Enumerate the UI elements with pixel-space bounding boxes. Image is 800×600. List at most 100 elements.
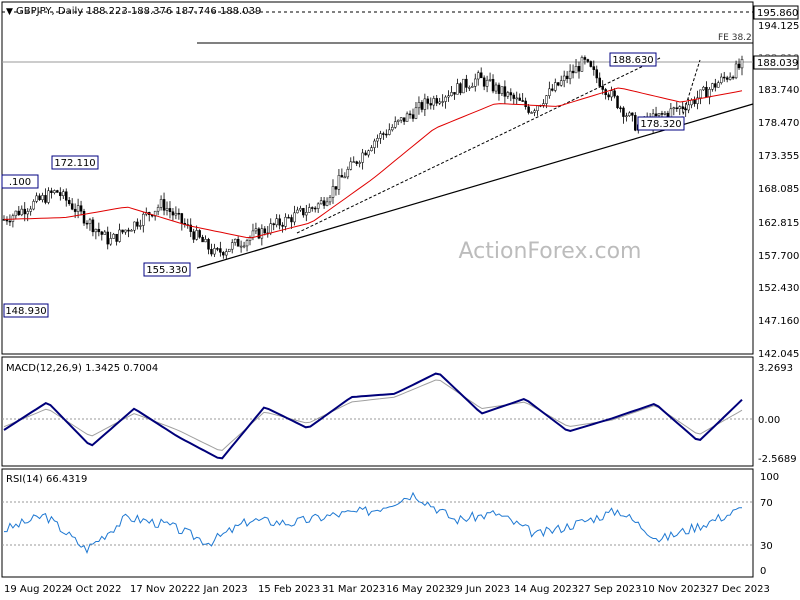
candle-body <box>76 205 80 212</box>
svg-text:148.930: 148.930 <box>5 306 46 317</box>
candle-body <box>376 138 379 142</box>
y-tick: 183.740 <box>758 85 799 96</box>
candle-body <box>622 107 625 117</box>
candle-body <box>634 115 637 131</box>
candle-body <box>518 97 521 101</box>
y-tick: 178.470 <box>758 118 799 129</box>
candle-body <box>441 101 444 103</box>
candle-body <box>435 98 438 104</box>
rsi-y-tick: 100 <box>760 472 779 483</box>
candle-body <box>228 248 231 252</box>
candle-body <box>64 191 68 201</box>
candle-body <box>476 72 480 80</box>
candle-body <box>370 147 373 152</box>
candle-body <box>479 72 483 79</box>
x-tick: 2 Jan 2023 <box>194 584 248 595</box>
candle-body <box>207 239 210 250</box>
candle-body <box>577 66 581 72</box>
candle-body <box>70 203 74 210</box>
candle-body <box>162 199 166 211</box>
x-tick: 4 Oct 2022 <box>66 584 121 595</box>
candle-body <box>396 119 400 122</box>
candle-body <box>278 218 281 226</box>
candle-body <box>657 113 661 116</box>
candle-body <box>462 78 465 94</box>
y-tick: 194.125 <box>758 21 799 32</box>
candle-body <box>675 107 679 110</box>
x-tick: 29 Jun 2023 <box>450 584 510 595</box>
candle-body <box>628 112 631 117</box>
candle-body <box>100 231 104 235</box>
candle-body <box>456 83 459 95</box>
candle-body <box>210 249 213 255</box>
candle-body <box>373 140 376 148</box>
candle-body <box>313 207 317 210</box>
candle-body <box>296 209 299 214</box>
candle-body <box>275 218 278 226</box>
trend-line-short <box>679 59 701 125</box>
candle-body <box>29 208 32 212</box>
svg-text:178.320: 178.320 <box>640 119 681 130</box>
candle-body <box>340 175 344 178</box>
candle-body <box>349 161 353 170</box>
candle-body <box>79 205 83 212</box>
candle-body <box>631 112 634 116</box>
candle-body <box>50 190 53 193</box>
candle-body <box>444 96 447 102</box>
candle-body <box>607 94 610 98</box>
candle-body <box>559 80 563 86</box>
candle-body <box>91 219 95 233</box>
candle-body <box>284 216 287 227</box>
candle-body <box>571 70 575 74</box>
candle-body <box>62 191 65 196</box>
candle-body <box>189 224 192 232</box>
candle-body <box>471 86 474 88</box>
candle-body <box>174 212 178 216</box>
candle-body <box>717 82 720 88</box>
candle-body <box>506 92 510 97</box>
candle-body <box>393 121 397 128</box>
candle-body <box>272 223 275 226</box>
candle-body <box>711 83 714 90</box>
candle-body <box>391 127 394 131</box>
candle-body <box>257 228 261 239</box>
svg-text:.100: .100 <box>9 177 31 188</box>
candle-body <box>171 211 175 216</box>
candle-body <box>334 186 338 190</box>
y-tick: 147.160 <box>758 316 799 327</box>
candle-body <box>414 107 418 119</box>
x-tick: 16 May 2023 <box>386 584 451 595</box>
candle-body <box>328 197 332 203</box>
candle-body <box>705 86 708 98</box>
candle-body <box>331 186 335 198</box>
candle-body <box>737 63 741 69</box>
candle-body <box>153 210 157 217</box>
candle-body <box>512 94 516 99</box>
svg-text:155.330: 155.330 <box>146 265 187 276</box>
candle-body <box>225 251 228 256</box>
macd-y-tick: -2.5689 <box>758 454 797 465</box>
macd-y-tick: 0.00 <box>758 415 780 426</box>
candle-body <box>574 66 578 74</box>
level-195860-label: 195.860 <box>757 8 798 19</box>
annotation-178320: 178.320 <box>637 116 685 131</box>
candle-body <box>59 192 62 196</box>
candle-body <box>663 112 667 115</box>
current-price-label: 188.039 <box>757 58 798 69</box>
svg-text:188.630: 188.630 <box>612 55 653 66</box>
fe-38-2-label: FE 38.2 <box>718 33 752 43</box>
candle-body <box>690 99 693 106</box>
candle-body <box>586 59 590 62</box>
annotation-155330: 155.330 <box>143 262 191 277</box>
candle-body <box>287 216 290 219</box>
candle-body <box>26 211 29 215</box>
candle-body <box>358 162 361 164</box>
candle-body <box>44 195 47 203</box>
candle-body <box>521 100 524 102</box>
candle-body <box>385 133 388 136</box>
chart-symbol: GBPJPY, Daily 188.223 188.376 187.746 18… <box>16 6 261 17</box>
candle-body <box>293 212 296 223</box>
candle-body <box>103 231 107 235</box>
candle-body <box>201 236 204 243</box>
candle-body <box>399 117 403 121</box>
